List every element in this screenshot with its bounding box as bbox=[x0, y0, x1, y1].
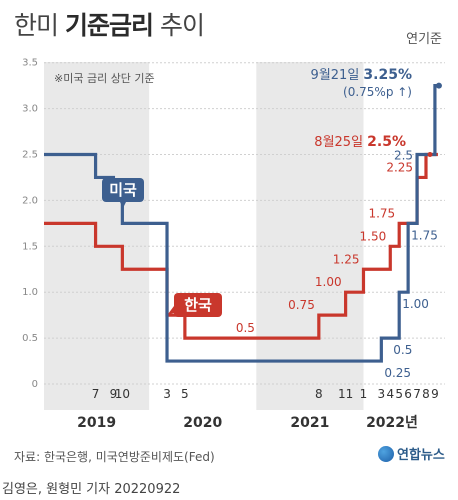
logo-text: 연합뉴스 bbox=[397, 448, 445, 463]
y-tick-label: 3.0 bbox=[22, 104, 38, 115]
data-label: 1.75 bbox=[368, 206, 395, 220]
year-band bbox=[256, 62, 364, 410]
korea-end-marker bbox=[427, 152, 433, 157]
korea-latest-date: 8월25일 bbox=[314, 135, 367, 150]
month-tick-label: 8 bbox=[315, 387, 323, 401]
y-tick-label: 2.5 bbox=[22, 150, 38, 161]
year-label: 2022년 bbox=[366, 415, 418, 431]
y-tick-label: 0.5 bbox=[22, 333, 38, 344]
us-series-badge-box bbox=[102, 178, 144, 202]
month-tick-label: 9 bbox=[110, 387, 118, 401]
title-part1: 한미 bbox=[14, 11, 59, 40]
us-series-badge-pointer bbox=[120, 202, 126, 208]
us-latest-value: 3.25% bbox=[363, 67, 412, 83]
rate-chart: 0 0.5 1.0 1.5 2.0 2.5 3.0 3.5 0.25 0.5 1.00 1.75 2.… bbox=[22, 58, 445, 431]
month-tick-label: 6 bbox=[404, 387, 412, 401]
month-tick-label: 3 bbox=[163, 387, 171, 401]
korea-series-badge-label: 한국 bbox=[184, 296, 212, 314]
us-latest-change: (0.75%p ↑) bbox=[343, 85, 412, 99]
month-tick-label: 11 bbox=[338, 387, 353, 401]
source-text: 자료: 한국은행, 미국연방준비제도(Fed) bbox=[14, 450, 215, 464]
title-part2: 추이 bbox=[159, 11, 205, 40]
data-label: 0.75 bbox=[288, 298, 315, 312]
data-label: 1.00 bbox=[402, 297, 429, 311]
korea-series-badge-box bbox=[174, 293, 222, 317]
month-tick-label: 7 bbox=[92, 387, 100, 401]
chart-title: 한미 기준금리 추이 bbox=[14, 6, 205, 42]
data-label: 1.75 bbox=[411, 228, 438, 242]
y-tick-label: 1.0 bbox=[22, 287, 38, 298]
us-series-badge: 미국 bbox=[102, 178, 144, 208]
us-latest-date: 9월21일 bbox=[311, 68, 364, 83]
year-label: 2020 bbox=[183, 415, 222, 431]
credit-text: 김영은, 원형민 기자 20220922 bbox=[2, 482, 181, 497]
month-tick-label: 1 bbox=[360, 387, 368, 401]
data-label: 0.5 bbox=[236, 321, 255, 335]
korea-latest-annotation: 8월25일 2.5% bbox=[314, 134, 406, 150]
data-label: 1.50 bbox=[360, 229, 387, 243]
basis-label: 연기준 bbox=[406, 32, 442, 47]
y-tick-label: 3.5 bbox=[22, 58, 38, 69]
title-bold: 기준금리 bbox=[64, 11, 154, 40]
month-tick-label: 8 bbox=[422, 387, 430, 401]
month-tick-label: 3 bbox=[378, 387, 386, 401]
us-latest-annotation: 9월21일 3.25% bbox=[311, 67, 412, 83]
korea-latest-value: 2.5% bbox=[367, 134, 406, 150]
y-tick-label: 2.0 bbox=[22, 195, 38, 206]
us-end-marker bbox=[435, 82, 442, 89]
month-tick-label: 5 bbox=[181, 387, 189, 401]
yonhap-logo: 연합뉴스 bbox=[378, 444, 445, 463]
korea-series-badge-pointer bbox=[168, 306, 180, 314]
year-label: 2019 bbox=[77, 415, 116, 431]
month-tick-label: 5 bbox=[395, 387, 403, 401]
month-tick-label: 4 bbox=[386, 387, 394, 401]
month-tick-label: 7 bbox=[413, 387, 421, 401]
month-tick-label: 9 bbox=[431, 387, 439, 401]
data-label: 1.00 bbox=[315, 275, 342, 289]
data-label: 2.25 bbox=[386, 160, 413, 174]
y-tick-label: 1.5 bbox=[22, 241, 38, 252]
us-series-badge-label: 미국 bbox=[109, 181, 137, 199]
data-label: 0.5 bbox=[393, 343, 412, 357]
month-tick-label: 10 bbox=[115, 387, 130, 401]
note-text: ※미국 금리 상단 기준 bbox=[54, 72, 155, 85]
year-label: 2021 bbox=[290, 415, 329, 431]
data-label: 2.5 bbox=[394, 149, 413, 163]
korea-series-badge: 한국 bbox=[168, 293, 222, 317]
data-label: 1.25 bbox=[333, 252, 360, 266]
y-tick-label: 0 bbox=[32, 379, 38, 390]
yonhap-globe-icon bbox=[378, 445, 394, 462]
data-label: 0.25 bbox=[384, 366, 411, 380]
